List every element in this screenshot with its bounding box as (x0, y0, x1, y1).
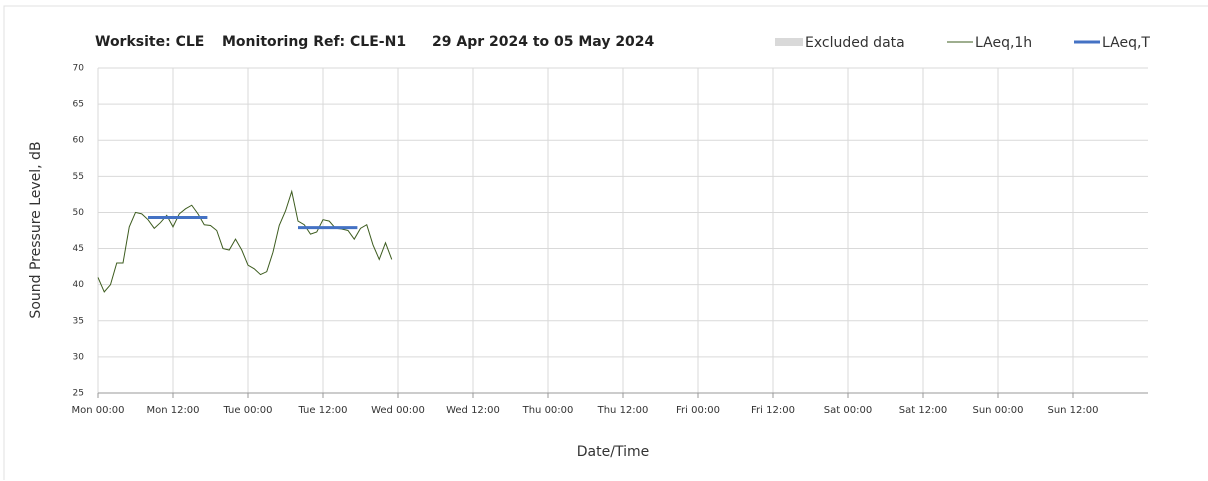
x-tick-label: Sat 00:00 (824, 405, 872, 416)
line-series (97, 189, 393, 293)
y-axis-label: Sound Pressure Level, dB (28, 141, 44, 318)
x-tick-label: Sun 12:00 (1047, 405, 1098, 416)
chart-title: Worksite: CLE (95, 34, 204, 50)
legend-swatch (775, 38, 803, 46)
chart-title: Monitoring Ref: CLE-N1 (222, 34, 406, 50)
x-tick-label: Mon 12:00 (146, 405, 199, 416)
y-tick-label: 35 (73, 316, 84, 326)
x-tick-label: Sat 12:00 (899, 405, 947, 416)
y-tick-label: 25 (73, 389, 84, 399)
x-tick-label: Thu 12:00 (597, 405, 649, 416)
legend-label: LAeq,T (1102, 35, 1150, 51)
line-series (148, 216, 358, 230)
x-tick-label: Fri 12:00 (751, 405, 795, 416)
y-tick-label: 40 (73, 280, 85, 290)
legend-label: LAeq,1h (975, 35, 1032, 51)
y-tick-label: 70 (73, 64, 85, 74)
legend-label: Excluded data (805, 35, 905, 51)
x-tick-label: Tue 00:00 (222, 405, 272, 416)
chart-title: 29 Apr 2024 to 05 May 2024 (432, 34, 655, 50)
x-tick-label: Mon 00:00 (71, 405, 124, 416)
y-tick-label: 45 (73, 244, 84, 254)
x-tick-label: Wed 12:00 (446, 405, 500, 416)
y-tick-label: 50 (73, 208, 85, 218)
x-tick-label: Thu 00:00 (522, 405, 574, 416)
y-tick-label: 55 (73, 172, 84, 182)
x-tick-label: Wed 00:00 (371, 405, 425, 416)
frame (3, 5, 1208, 480)
x-tick-label: Tue 12:00 (297, 405, 347, 416)
x-tick-label: Fri 00:00 (676, 405, 720, 416)
x-tick-label: Sun 00:00 (972, 405, 1023, 416)
y-tick-label: 65 (73, 100, 84, 110)
y-tick-label: 30 (73, 352, 85, 362)
x-axis-label: Date/Time (577, 444, 649, 460)
y-tick-label: 60 (73, 136, 85, 146)
